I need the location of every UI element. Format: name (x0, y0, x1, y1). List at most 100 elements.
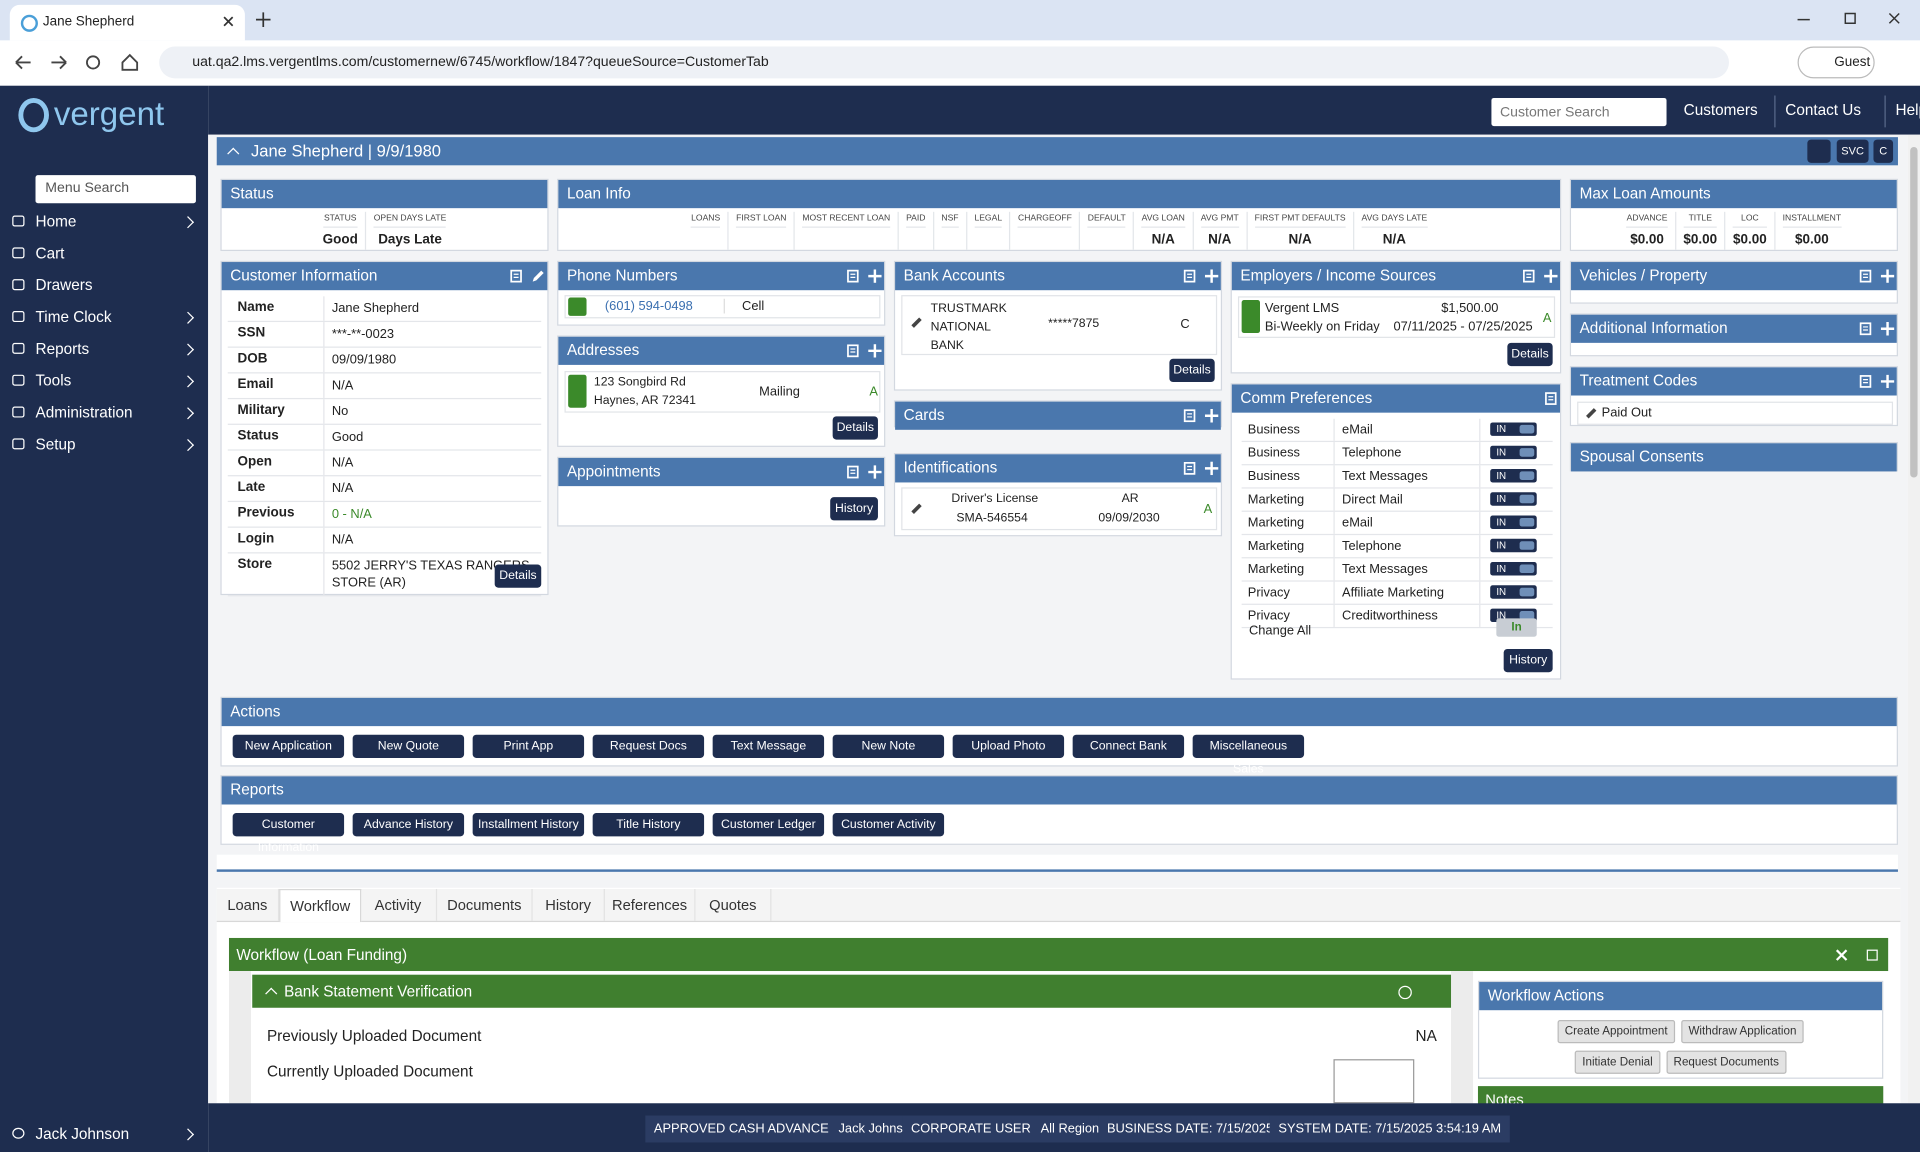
menu-item[interactable]: Setup (0, 430, 208, 459)
action-button[interactable]: Upload Photo (952, 734, 1065, 758)
new-tab[interactable] (255, 12, 271, 27)
collapse[interactable] (227, 147, 240, 160)
action-button[interactable]: Connect Bank (1072, 734, 1185, 758)
doc-icon[interactable] (846, 344, 859, 358)
header-icons[interactable] (1835, 949, 1885, 961)
svc-button[interactable]: SVC (1836, 139, 1869, 163)
doc-icon[interactable] (1544, 392, 1557, 405)
details-button[interactable]: Details (494, 564, 542, 588)
tab[interactable]: Documents (437, 888, 533, 921)
action-button[interactable]: Customer Information (232, 813, 345, 855)
profile-button[interactable]: Guest (1797, 46, 1875, 79)
edit-icon[interactable] (568, 374, 587, 408)
window-controls[interactable] (1795, 10, 1905, 30)
doc-icon[interactable] (1183, 409, 1196, 423)
action-button[interactable]: Title History (592, 813, 705, 837)
action-button[interactable]: Print App (472, 734, 585, 758)
action-button[interactable]: Text Message (712, 734, 825, 758)
plus-icon[interactable] (1204, 408, 1219, 423)
details-button[interactable]: Details (832, 416, 878, 440)
document-thumbnail[interactable] (1333, 1059, 1415, 1104)
workflow-action[interactable]: Withdraw Application (1681, 1020, 1804, 1044)
tab[interactable]: Workflow (279, 888, 362, 923)
doc-icon[interactable] (1183, 269, 1196, 283)
doc-button[interactable] (1807, 139, 1831, 163)
plus-icon[interactable] (868, 465, 882, 479)
menu-item[interactable]: Time Clock (0, 302, 208, 331)
toggle[interactable]: IN (1490, 445, 1537, 460)
toggle[interactable]: IN (1490, 492, 1537, 506)
history-button[interactable]: History (830, 497, 878, 521)
change-all-button[interactable]: In (1496, 618, 1537, 637)
user-menu[interactable]: Jack Johnson (0, 1119, 208, 1148)
edit-icon[interactable] (1241, 300, 1261, 334)
customer-search[interactable]: Customer Search (1491, 97, 1667, 127)
workflow-action[interactable]: Initiate Denial (1574, 1050, 1661, 1074)
header-link[interactable]: Help (1895, 101, 1920, 119)
plus-icon[interactable] (1544, 269, 1558, 283)
collapse[interactable] (265, 987, 278, 1000)
plus-icon[interactable] (1880, 269, 1895, 283)
nav-buttons[interactable] (12, 53, 147, 73)
action-button[interactable]: Request Docs (592, 734, 705, 758)
toggle[interactable]: IN (1490, 562, 1537, 576)
plus-icon[interactable] (868, 344, 882, 358)
action-button[interactable]: New Application (232, 734, 345, 758)
menu-item[interactable]: Cart (0, 239, 208, 268)
toggle[interactable]: IN (1490, 515, 1537, 529)
browser-tab[interactable]: Jane Shepherd (9, 4, 245, 41)
close-icon[interactable] (223, 16, 234, 27)
toggle[interactable]: IN (1490, 422, 1537, 436)
plus-icon[interactable] (1204, 461, 1219, 476)
edit-icon[interactable] (531, 269, 544, 282)
doc-icon[interactable] (846, 269, 859, 283)
search-box[interactable]: Menu Search (35, 175, 196, 204)
plus-icon[interactable] (1204, 269, 1219, 283)
history-button[interactable]: History (1503, 648, 1553, 673)
doc-icon[interactable] (1183, 462, 1196, 475)
menu-item[interactable]: Home (0, 207, 208, 236)
menu-item[interactable]: Tools (0, 366, 208, 395)
menu-item[interactable]: Administration (0, 398, 208, 427)
action-button[interactable]: Installment History (472, 813, 585, 837)
edit-icon[interactable] (1586, 408, 1597, 419)
tab[interactable]: Activity (360, 888, 438, 921)
tab[interactable]: History (533, 888, 605, 921)
left-strip[interactable] (228, 971, 252, 1104)
action-button[interactable]: New Quote (352, 734, 465, 758)
doc-icon[interactable] (509, 269, 522, 283)
tab[interactable]: References (605, 888, 696, 921)
edit-icon[interactable] (911, 317, 922, 328)
doc-icon[interactable] (846, 465, 859, 479)
toggle[interactable]: IN (1490, 585, 1537, 599)
action-button[interactable]: Customer Ledger (712, 813, 825, 837)
url-bar[interactable]: uat.qa2.lms.vergentlms.com/customernew/6… (159, 46, 1729, 79)
edit-icon[interactable] (568, 297, 587, 316)
details-button[interactable]: Details (1169, 358, 1215, 383)
workflow-action[interactable]: Create Appointment (1557, 1020, 1675, 1044)
header-link[interactable]: Contact Us (1785, 101, 1862, 119)
action-button[interactable]: New Note (832, 734, 945, 758)
action-button[interactable]: Advance History (352, 813, 465, 837)
doc-icon[interactable] (1859, 375, 1872, 388)
menu-item[interactable]: Drawers (0, 271, 208, 300)
doc-icon[interactable] (1859, 322, 1872, 336)
plus-icon[interactable] (1880, 374, 1895, 389)
right-strip[interactable] (1451, 971, 1474, 1104)
c-button[interactable]: C (1873, 139, 1894, 163)
action-button[interactable]: Miscellaneous Sales (1192, 734, 1305, 776)
action-button[interactable]: Customer Activity (832, 813, 945, 837)
doc-icon[interactable] (1859, 269, 1872, 283)
menu-item[interactable]: Reports (0, 334, 208, 363)
toggle[interactable]: IN (1490, 468, 1537, 483)
edit-icon[interactable] (911, 503, 922, 514)
toggle[interactable]: IN (1490, 538, 1537, 553)
workflow-action[interactable]: Request Documents (1666, 1050, 1787, 1074)
phone-number[interactable]: (601) 594-0498 (604, 298, 693, 314)
tab[interactable]: Quotes (696, 888, 772, 921)
plus-icon[interactable] (868, 269, 882, 283)
tab[interactable]: Loans (217, 888, 280, 921)
plus-icon[interactable] (1880, 322, 1895, 336)
header-link[interactable]: Customers (1683, 101, 1758, 119)
doc-icon[interactable] (1522, 269, 1535, 283)
